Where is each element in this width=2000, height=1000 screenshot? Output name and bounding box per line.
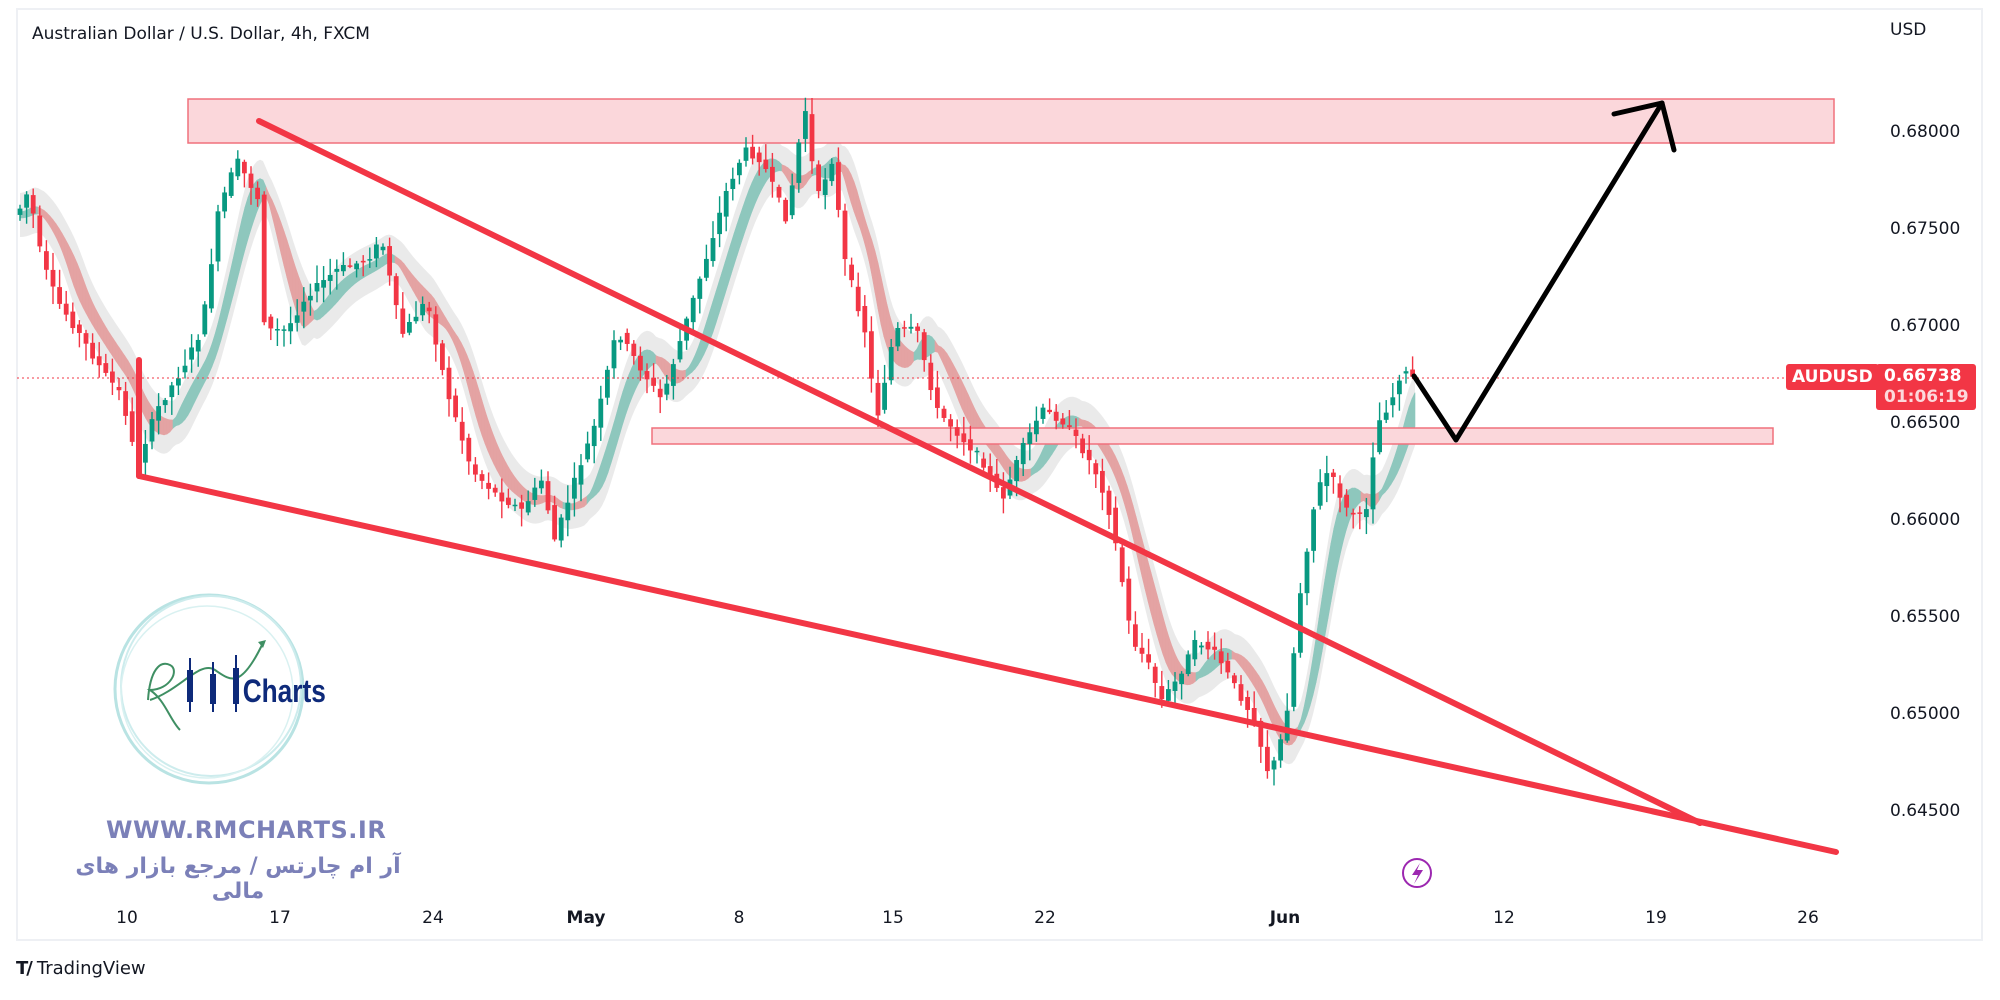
time-tick-label: 10 [116,908,138,928]
upper-trendline[interactable] [256,118,1703,826]
tradingview-brand-text: TradingView [36,958,146,979]
watermark-tagline: آر ام چارتس / مرجع بازار های مالی [75,854,401,904]
price-tick-label: 0.65000 [1890,704,1961,724]
price-tick-label: 0.66000 [1890,510,1961,530]
trendlines[interactable] [136,118,1839,855]
resistance-zone[interactable] [187,98,1835,144]
logo-brand-text: Charts [243,675,326,710]
time-tick-label: 24 [422,908,444,928]
arrow-head-icon [1611,100,1677,153]
price-tick-label: 0.64500 [1890,801,1961,821]
time-tick-label: 17 [269,908,291,928]
watermark-url: WWW.RMCHARTS.IR [106,816,387,844]
price-tick-label: 0.65500 [1890,607,1961,627]
price-tick-label: 0.68000 [1890,122,1961,142]
price-tick-label: 0.66500 [1890,413,1961,433]
time-tick-label: 26 [1797,908,1819,928]
current-price-value: 0.66738 [1884,366,1962,386]
time-tick-label: 15 [882,908,904,928]
currency-label: USD [1890,20,1927,40]
bar-countdown: 01:06:19 [1884,387,1969,407]
top-strip [0,0,2000,8]
price-tick-label: 0.67500 [1890,219,1961,239]
arrow-path[interactable] [1411,100,1665,443]
lower-trendline[interactable] [136,473,1839,855]
tradingview-logo-icon: T/ [16,958,33,979]
time-tick-label: 8 [733,908,745,928]
watermark-logo: Charts [113,593,326,785]
symbol-badge: AUDUSD [1786,364,1879,390]
time-tick-label: 22 [1034,908,1056,928]
flash-icon[interactable] [1402,858,1432,888]
tradingview-brand[interactable]: T/ TradingView [16,958,146,979]
current-price-badge: 0.66738 01:06:19 [1876,364,1976,410]
time-tick-label: Jun [1269,908,1301,928]
time-tick-label: 12 [1493,908,1515,928]
time-tick-label: May [566,908,606,928]
zones [187,98,1835,445]
support-zone[interactable] [651,427,1774,445]
price-tick-label: 0.67000 [1890,316,1961,336]
projection-arrow[interactable] [1411,100,1677,443]
time-tick-label: 19 [1645,908,1667,928]
chart-title: Australian Dollar / U.S. Dollar, 4h, FXC… [32,24,370,44]
